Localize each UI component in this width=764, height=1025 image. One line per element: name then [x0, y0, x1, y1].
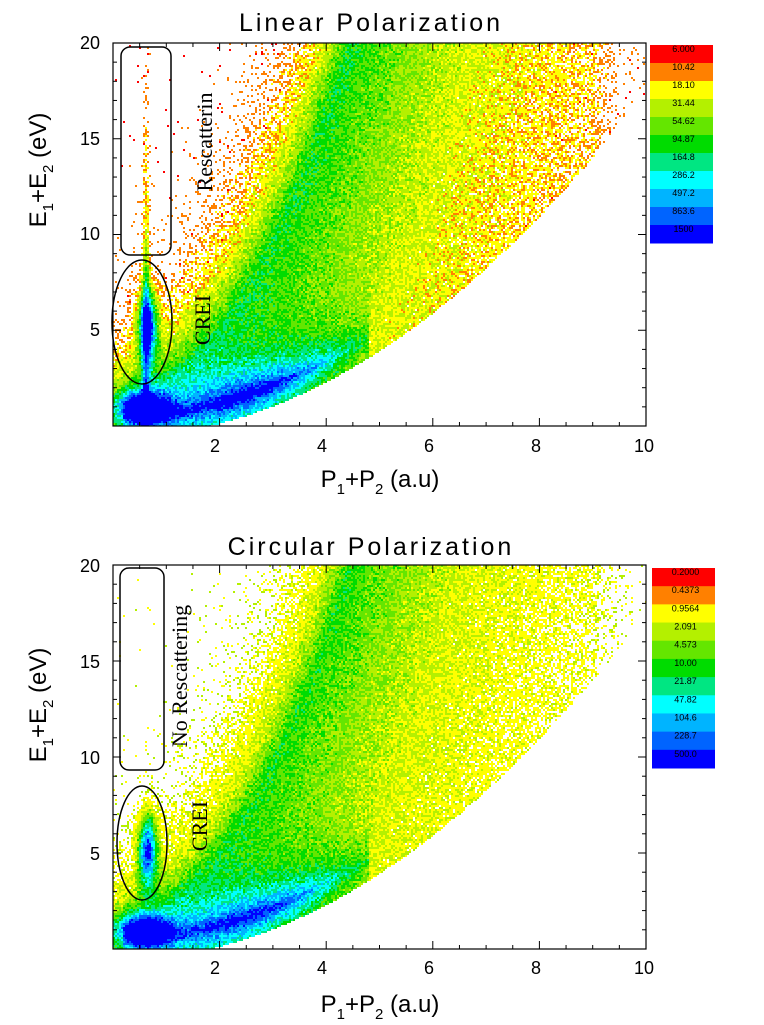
colorbar: 6.000 10.42 18.10 31.44 54.62 94.87 164.8 286.2…: [650, 44, 713, 244]
y-tick-label: 5: [90, 844, 100, 864]
x-tick-label: 4: [317, 958, 327, 978]
colorbar-label: 54.62: [672, 116, 695, 126]
y-tick-label: 10: [80, 748, 100, 768]
panel-title: Linear Polarization: [239, 9, 503, 37]
colorbar-swatch: [652, 586, 715, 605]
heatmap-image: [113, 43, 646, 426]
x-axis-label: P1+P2 (a.u): [321, 991, 440, 1023]
x-tick-label: 10: [634, 958, 654, 978]
colorbar-label: 500.0: [674, 749, 697, 759]
y-tick-label: 15: [80, 652, 100, 672]
colorbar-label: 6.000: [672, 44, 695, 54]
y-tick-label: 5: [90, 320, 100, 340]
heatmap-image: [113, 565, 646, 949]
heatmap-area: [113, 43, 646, 426]
colorbar-swatch: [650, 189, 713, 208]
axis-ticks: [113, 565, 646, 949]
colorbar-swatch: [650, 81, 713, 100]
crei-ellipse: [111, 259, 173, 385]
colorbar-swatch: [650, 225, 713, 244]
y-tick-label: 20: [80, 556, 100, 576]
colorbar-label: 1500: [673, 224, 693, 234]
colorbar-swatch: [652, 731, 715, 751]
y-tick-label: 20: [80, 33, 100, 53]
x-tick-label: 2: [210, 436, 220, 456]
colorbar-swatch: [650, 63, 713, 82]
y-tick-label: 10: [80, 224, 100, 244]
x-tick-label: 6: [424, 958, 434, 978]
colorbar-swatch: [650, 153, 713, 172]
y-tick-label: 15: [80, 129, 100, 149]
colorbar-label: 4.573: [674, 640, 697, 650]
axis-ticks: [113, 43, 646, 426]
colorbar-swatch: [652, 658, 715, 678]
colorbar-label: 31.44: [672, 98, 695, 108]
colorbar-swatch: [652, 622, 715, 642]
colorbar-label: 0.4373: [672, 585, 700, 595]
rescattering-box: [120, 46, 172, 256]
panel-title: Circular Polarization: [228, 533, 515, 561]
colorbar-swatch: [650, 207, 713, 226]
x-tick-label: 2: [210, 958, 220, 978]
annotation-rescattering: Rescatterin: [192, 93, 217, 192]
colorbar-label: 2.091: [674, 622, 697, 632]
x-axis-label: P1+P2 (a.u): [321, 466, 440, 498]
colorbar-swatch: [652, 568, 715, 587]
colorbar-swatch: [652, 640, 715, 660]
colorbar-swatch: [652, 695, 715, 714]
heatmap-area: [113, 565, 646, 949]
x-tick-label: 8: [531, 436, 541, 456]
colorbar-swatch: [650, 45, 713, 64]
colorbar: 0.2000 0.4373 0.9564 2.091 4.573 10.00 21.87 47…: [652, 567, 715, 769]
colorbar-label: 10.00: [674, 658, 697, 668]
colorbar-label: 21.87: [674, 676, 697, 686]
colorbar-label: 863.6: [672, 206, 695, 216]
y-axis-label: E1+E2 (eV): [25, 648, 57, 763]
colorbar-label: 104.6: [674, 712, 697, 722]
colorbar-swatch: [650, 171, 713, 190]
colorbar-swatch: [650, 117, 713, 136]
colorbar-label: 10.42: [672, 62, 695, 72]
crei-ellipse: [116, 785, 168, 901]
annotation-crei: CREI: [187, 801, 212, 851]
colorbar-swatch: [652, 713, 715, 733]
colorbar-label: 94.87: [672, 134, 695, 144]
no-rescattering-box: [119, 567, 165, 771]
colorbar-swatch: [650, 135, 713, 154]
colorbar-label: 164.8: [672, 152, 695, 162]
colorbar-swatch: [652, 677, 715, 696]
colorbar-label: 0.2000: [672, 567, 700, 577]
x-tick-label: 8: [531, 958, 541, 978]
annotation-no-rescattering: No Rescattering: [167, 605, 192, 747]
y-axis-label: E1+E2 (eV): [25, 113, 57, 228]
panel-linear: Linear Polarization 2 4 6 8 10 5 10 15 2…: [25, 9, 713, 498]
colorbar-swatch: [652, 604, 715, 624]
colorbar-swatch: [652, 749, 715, 769]
colorbar-label: 0.9564: [672, 603, 700, 613]
x-tick-label: 10: [634, 436, 654, 456]
x-tick-label: 6: [424, 436, 434, 456]
x-tick-label: 4: [317, 436, 327, 456]
colorbar-label: 228.7: [674, 731, 697, 741]
colorbar-label: 47.82: [674, 694, 697, 704]
colorbar-label: 497.2: [672, 188, 695, 198]
colorbar-label: 18.10: [672, 80, 695, 90]
annotation-crei: CREI: [190, 295, 215, 345]
colorbar-label: 286.2: [672, 170, 695, 180]
colorbar-swatch: [650, 99, 713, 118]
panel-circular: Circular Polarization 2 4 6 8 10 5 10 15…: [25, 533, 715, 1023]
